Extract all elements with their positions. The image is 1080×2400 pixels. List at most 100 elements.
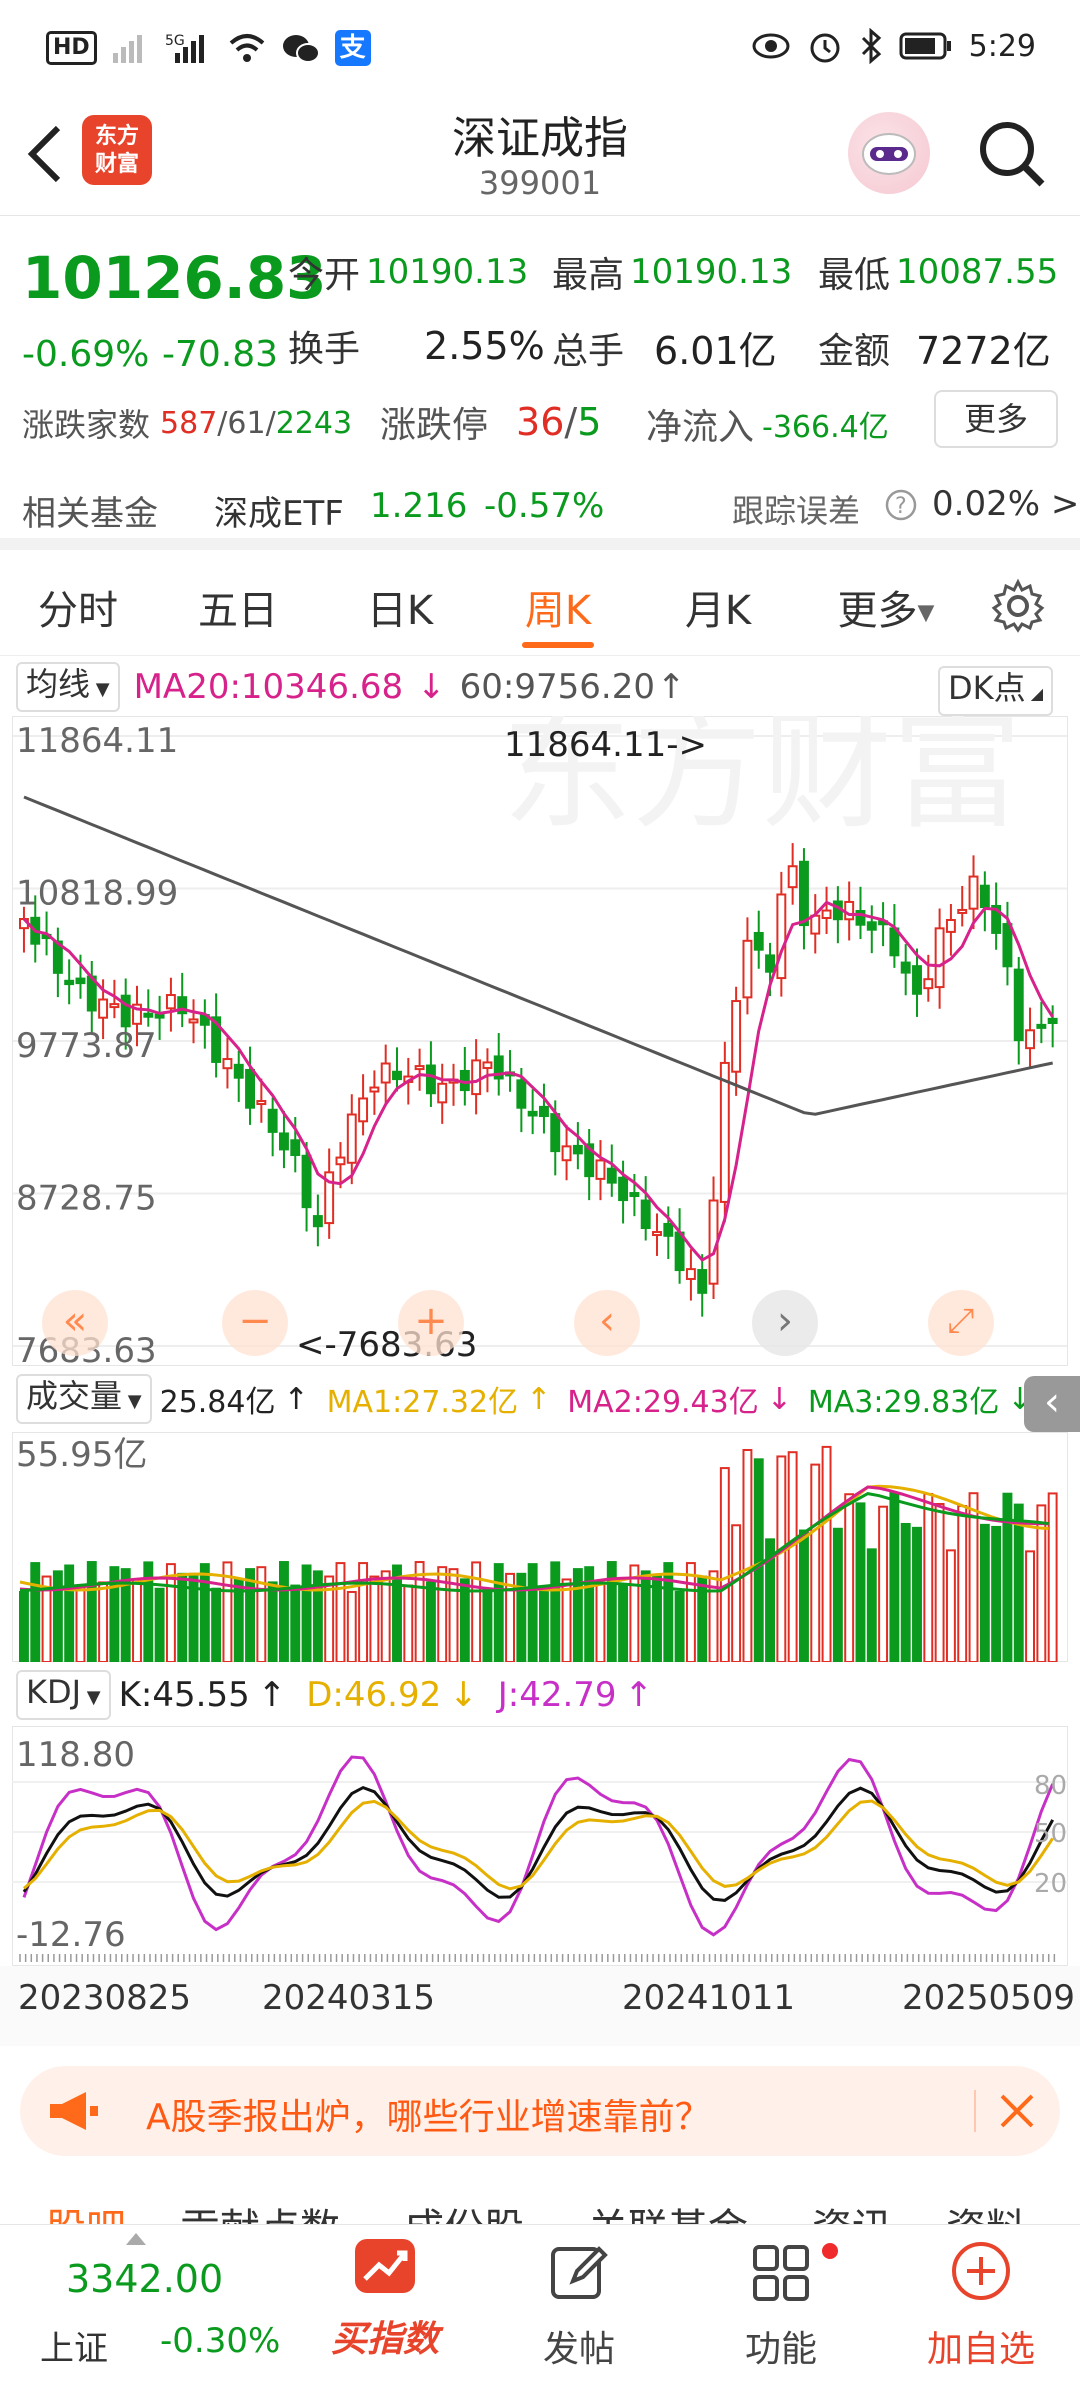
kdj-bottom-label: -12.76 [16, 1915, 126, 1955]
close-icon[interactable] [998, 2092, 1036, 2130]
megaphone-icon [50, 2092, 98, 2130]
subtab-related-funds[interactable]: 关联基金 [588, 2196, 748, 2224]
watermark-text: 东方财富 [502, 716, 1022, 847]
scroll-left-fast-icon[interactable]: « [42, 1290, 108, 1356]
period-tabs: 分时 五日 日K 周K 月K 更多▼ [0, 556, 1080, 656]
subtab-contribution[interactable]: 贡献点数 [180, 2196, 340, 2224]
y-axis-label: 9773.87 [16, 1026, 157, 1066]
kline-ma-lines [22, 795, 1054, 1262]
edit-post-icon [551, 2246, 608, 2299]
volume-label: 总手 [552, 330, 625, 372]
volume-chart[interactable]: 55.95亿 [12, 1432, 1068, 1662]
kline-candles [19, 843, 1058, 1317]
scroll-left-icon[interactable]: ‹ [574, 1290, 640, 1356]
volume-max-label: 55.95亿 [16, 1435, 147, 1475]
fullscreen-icon[interactable]: ⤢ [928, 1290, 994, 1356]
brand-logo: 东方财富 [82, 115, 152, 185]
active-tab-indicator [522, 642, 594, 648]
date-label-3: 20241011 [622, 1978, 796, 2018]
settings-gear-icon[interactable] [990, 578, 1046, 634]
help-icon[interactable]: ? [884, 488, 918, 522]
tab-five-day[interactable]: 五日 [198, 588, 278, 634]
tab-fenshi[interactable]: 分时 [38, 588, 118, 634]
kline-chart[interactable]: 东方财富 11864.1110818.999773.878728.757683.… [12, 716, 1068, 1366]
index-value: 3342.00 [66, 2257, 224, 2301]
scroll-right-icon[interactable]: › [752, 1290, 818, 1356]
amount-label: 金额 [818, 330, 891, 372]
eye-icon [752, 33, 790, 59]
volume-bars [12, 1432, 1068, 1662]
status-bar: HD 5G 支 5:29 [0, 0, 1080, 100]
open-label: 今开 [288, 255, 361, 296]
tracking-value: 0.02% > [932, 484, 1080, 524]
corner-arrow-icon: ◢ [1025, 684, 1044, 703]
ma20-down-arrow-icon: ↓ [417, 667, 446, 707]
turnover-label: 换手 [288, 329, 361, 370]
battery-icon [899, 32, 951, 60]
ma-indicator-select[interactable]: 均线 ▼ [16, 662, 120, 712]
banner-divider [974, 2090, 976, 2132]
tab-weekly-k[interactable]: 周K [524, 588, 592, 634]
volume-select[interactable]: 成交量 ▼ [16, 1374, 152, 1424]
separator [0, 538, 1080, 550]
more-button[interactable]: 更多 [934, 390, 1058, 448]
kdj-k-arrow-icon: ↑ [257, 1675, 287, 1715]
high-marker: 11864.11-> [504, 725, 707, 765]
dropdown-icon: ▼ [81, 1687, 101, 1708]
related-fund-row[interactable]: 相关基金 深成ETF 1.216 -0.57% 跟踪误差 ? 0.02% > [0, 468, 1080, 534]
banner-text: A股季报出炉，哪些行业增速靠前？ [146, 2097, 711, 2138]
date-label-2: 20240315 [262, 1978, 436, 2018]
y-axis-label: 8728.75 [16, 1179, 157, 1219]
subtab-news[interactable]: 资讯 [812, 2196, 892, 2224]
add-watchlist-button[interactable]: 加自选 [896, 2239, 1066, 2372]
subtab-profile[interactable]: 资料 [946, 2196, 1026, 2224]
logo-text: 东方财富 [94, 124, 139, 177]
functions-label: 功能 [744, 2329, 817, 2370]
zoom-out-icon[interactable]: − [222, 1290, 288, 1356]
svg-text:5G: 5G [165, 33, 185, 49]
collapse-panel-icon[interactable]: ‹ [1024, 1376, 1080, 1432]
dk-point-button[interactable]: DK点 ◢ [938, 666, 1054, 716]
netflow-label: 净流入 [646, 407, 755, 448]
low-value: 10087.55 [896, 252, 1059, 292]
news-banner[interactable]: A股季报出炉，哪些行业增速靠前？ [20, 2066, 1060, 2156]
kdj-select[interactable]: KDJ ▼ [16, 1670, 111, 1720]
search-icon[interactable] [976, 118, 1048, 190]
zoom-in-icon[interactable]: + [398, 1290, 464, 1356]
tab-more[interactable]: 更多▼ [826, 578, 946, 636]
kdj-k: K:45.55 [118, 1675, 250, 1715]
kdj-level-80: 80 [1034, 1771, 1067, 1801]
tab-monthly-k[interactable]: 月K [684, 588, 752, 634]
add-circle-icon [952, 2242, 1010, 2300]
back-arrow-icon[interactable] [22, 122, 66, 186]
kdj-grid [12, 1726, 1068, 1966]
volume-value: 6.01亿 [654, 329, 777, 373]
volume-select-label: 成交量 [26, 1377, 123, 1415]
hd-icon: HD [46, 31, 97, 65]
date-label-1: 20230825 [18, 1978, 192, 2018]
kdj-level-50: 50 [1034, 1819, 1067, 1849]
kdj-d: D:46.92 [306, 1675, 442, 1715]
dropdown-icon: ▼ [90, 679, 110, 700]
grid-apps-icon [753, 2245, 809, 2301]
quote-panel: 10126.83 -0.69% -70.83 今开 10190.13 最高 10… [0, 216, 1080, 468]
alarm-icon [810, 33, 840, 63]
subtab-constituents[interactable]: 成份股 [404, 2196, 524, 2224]
kdj-chart[interactable]: 118.80 -12.76 80 50 20 [12, 1726, 1068, 1966]
svg-text:?: ? [895, 494, 907, 519]
robot-assistant-icon[interactable] [848, 112, 930, 194]
signal-icon [112, 35, 142, 63]
buy-index-button[interactable]: 买指数 [300, 2237, 470, 2362]
breadth-label: 涨跌家数 [22, 406, 151, 444]
post-button[interactable]: 发帖 [494, 2243, 664, 2372]
up-triangle-icon [126, 2233, 146, 2245]
subtab-guba[interactable]: 股吧 [46, 2196, 126, 2224]
shanghai-index-ticker[interactable]: 3342.00 上证 -0.30% [0, 2225, 280, 2400]
change-amount: -70.83 [162, 334, 279, 375]
breadth-down: 2243 [275, 405, 353, 441]
bottom-tab-bar: 3342.00 上证 -0.30% 买指数 发帖 功能 加自选 [0, 2224, 1080, 2400]
tab-daily-k[interactable]: 日K [366, 588, 434, 634]
functions-button[interactable]: 功能 [696, 2243, 866, 2372]
chevron-down-icon: ▼ [917, 600, 935, 626]
